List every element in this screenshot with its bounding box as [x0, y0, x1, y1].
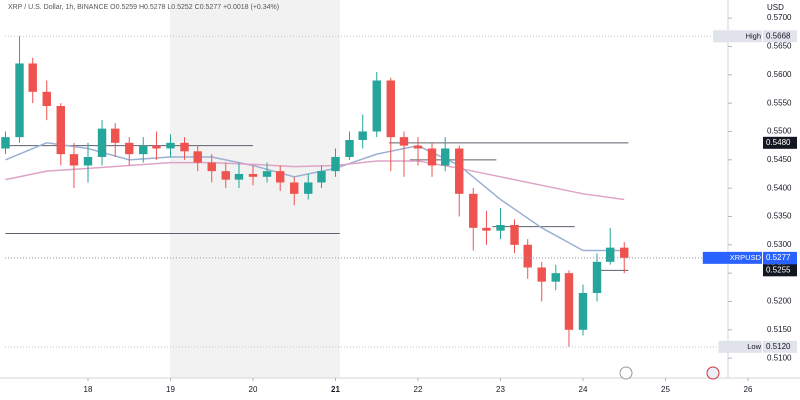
- candle-body: [592, 261, 602, 293]
- y-tick-label: 0.5350: [767, 212, 792, 221]
- candle-body: [221, 171, 230, 180]
- y-tick-label: 0.5600: [767, 70, 792, 79]
- candle-body: [166, 142, 175, 149]
- badge-bg: [763, 136, 797, 149]
- x-tick-label: 21: [331, 385, 340, 394]
- candle-body: [620, 247, 629, 258]
- candle-body: [551, 273, 560, 282]
- badge-name: High: [746, 31, 761, 40]
- candle-body: [125, 142, 134, 155]
- badge-value: 0.5277: [766, 253, 791, 262]
- candle-body: [262, 171, 272, 177]
- candle-body: [180, 142, 189, 152]
- candle-body: [1, 137, 10, 149]
- candle-body: [234, 173, 244, 180]
- y-tick-label: 0.5100: [767, 353, 792, 362]
- x-tick-label: 19: [166, 385, 175, 394]
- candle-body: [97, 128, 107, 157]
- x-tick-label: 18: [84, 385, 93, 394]
- badge-bg: [763, 264, 797, 277]
- badge-value: 0.5255: [766, 265, 791, 274]
- badge-name-bg: [713, 30, 762, 43]
- event-icon[interactable]: [619, 366, 633, 380]
- badge-name-bg: [702, 251, 762, 264]
- y-tick-label: 0.5700: [767, 13, 792, 22]
- candle-body: [317, 171, 326, 183]
- candle-body: [207, 162, 216, 172]
- y-tick-label: 0.5450: [767, 155, 792, 164]
- candle-body: [455, 148, 464, 194]
- candle-body: [413, 145, 423, 149]
- badge-name: XRPUSD: [730, 253, 762, 262]
- candle-body: [482, 227, 491, 231]
- badge-name-bg: [718, 340, 762, 353]
- candle-body: [139, 145, 148, 155]
- candle-body: [15, 63, 24, 138]
- candle-body: [304, 182, 313, 194]
- candle-body: [331, 156, 340, 172]
- candle-body: [386, 80, 395, 138]
- y-tick-label: 0.5400: [767, 183, 792, 192]
- candle-body: [358, 131, 367, 140]
- candle-body: [510, 224, 519, 245]
- x-tick-label: 24: [579, 385, 588, 394]
- candle-body: [564, 273, 574, 330]
- y-tick-label: 0.5300: [767, 240, 792, 249]
- candle-body: [276, 171, 285, 183]
- badge-value: 0.5120: [766, 342, 791, 351]
- candle-body: [345, 139, 354, 157]
- y-tick-label: 0.5200: [767, 297, 792, 306]
- x-tick-label: 23: [496, 385, 505, 394]
- candle-body: [248, 173, 258, 177]
- moving-average: [5, 142, 625, 252]
- candle-body: [83, 156, 93, 166]
- candle-body: [523, 244, 532, 268]
- candle-body: [441, 148, 450, 166]
- badge-bg: [763, 30, 797, 43]
- currency: USD: [767, 3, 784, 12]
- candle-body: [193, 151, 202, 163]
- candle-body: [56, 105, 65, 155]
- candle-body: [496, 224, 505, 231]
- badge-value: 0.5668: [766, 31, 791, 40]
- x-tick-label: 25: [661, 385, 670, 394]
- badge-bg: [763, 340, 797, 353]
- moving-average: [5, 160, 625, 201]
- candle-body: [578, 292, 588, 330]
- candle-body: [606, 247, 615, 262]
- y-tick-label: 0.5650: [767, 42, 792, 51]
- x-tick-label: 26: [744, 385, 753, 394]
- candle-body: [469, 193, 478, 228]
- legend-text: XRP / U.S. Dollar, 1h, BINANCE O0.5259 H…: [8, 4, 279, 11]
- flag-icon[interactable]: [706, 366, 720, 380]
- x-tick-label: 20: [249, 385, 258, 394]
- candle-body: [152, 145, 161, 149]
- candle-body: [399, 137, 409, 146]
- candle-body: [427, 148, 437, 166]
- y-tick-label: 0.5550: [767, 98, 792, 107]
- x-tick-label: 22: [414, 385, 423, 394]
- candle-body: [69, 154, 79, 166]
- candle-body: [290, 182, 299, 194]
- weekend-shade: [170, 0, 340, 378]
- y-tick-label: 0.5150: [767, 325, 792, 334]
- y-tick-label: 0.5500: [767, 127, 792, 136]
- candle-body: [111, 128, 120, 143]
- candle-body: [28, 63, 37, 92]
- badge-name: Low: [747, 342, 761, 351]
- candle-body: [537, 267, 546, 282]
- candle-body: [42, 91, 51, 106]
- candle-body: [372, 80, 381, 132]
- badge-value: 0.5480: [766, 138, 791, 147]
